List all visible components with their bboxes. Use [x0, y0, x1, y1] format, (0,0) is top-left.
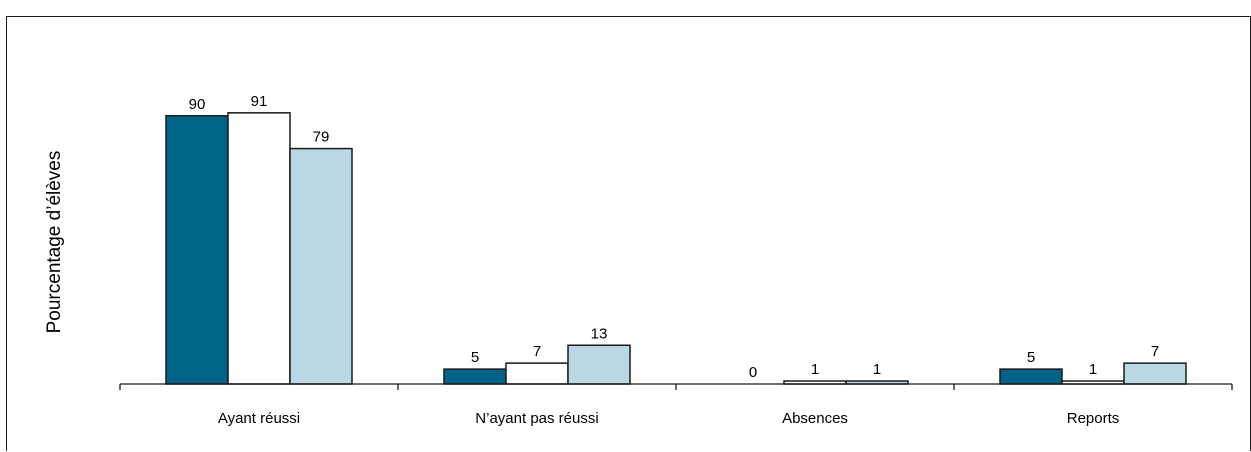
bar	[567, 344, 631, 385]
data-label: 5	[471, 349, 479, 366]
data-label: 5	[1027, 349, 1035, 366]
data-label: 1	[873, 361, 881, 378]
x-tick-label: Ayant réussi	[218, 410, 300, 427]
data-label: 91	[251, 93, 268, 110]
data-label: 7	[1151, 343, 1159, 360]
bar	[165, 115, 229, 385]
data-label: 79	[313, 129, 330, 146]
bar	[289, 147, 353, 385]
data-labels-layer: 90 91 79 5 7 13 0 1 1 5 1 7	[189, 93, 1160, 381]
bar	[227, 112, 291, 385]
bar	[505, 362, 569, 385]
data-label: 0	[749, 364, 757, 381]
chart-frame: 90 91 79 5 7 13 0 1 1 5 1 7 Ayant réussi N’ayant pas…	[6, 16, 1251, 451]
x-axis: Ayant réussi N’ayant pas réussi Absences Re…	[119, 383, 1233, 427]
data-label: 13	[591, 325, 608, 342]
bar-chart: 90 91 79 5 7 13 0 1 1 5 1 7 Ayant réussi N’ayant pas…	[44, 93, 1233, 427]
data-label: 7	[533, 343, 541, 360]
x-tick-label: Absences	[782, 410, 848, 427]
x-tick-label: N’ayant pas réussi	[475, 410, 598, 427]
data-label: 90	[189, 96, 206, 113]
bar	[443, 368, 507, 385]
x-tick-label: Reports	[1067, 410, 1120, 427]
bar	[999, 368, 1063, 385]
y-axis-title: Pourcentage d’élèves	[44, 151, 65, 334]
data-label: 1	[1089, 361, 1097, 378]
data-label: 1	[811, 361, 819, 378]
bars-layer	[165, 112, 1187, 385]
bar	[1123, 362, 1187, 385]
